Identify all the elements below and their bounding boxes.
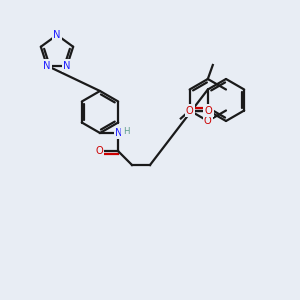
Text: H: H (123, 127, 129, 136)
Text: N: N (63, 61, 71, 71)
Text: O: O (95, 146, 103, 156)
Text: O: O (205, 106, 212, 116)
Text: N: N (53, 30, 61, 40)
Text: O: O (186, 106, 194, 116)
Text: N: N (43, 61, 51, 71)
Text: O: O (204, 116, 212, 126)
Text: N: N (115, 128, 123, 138)
